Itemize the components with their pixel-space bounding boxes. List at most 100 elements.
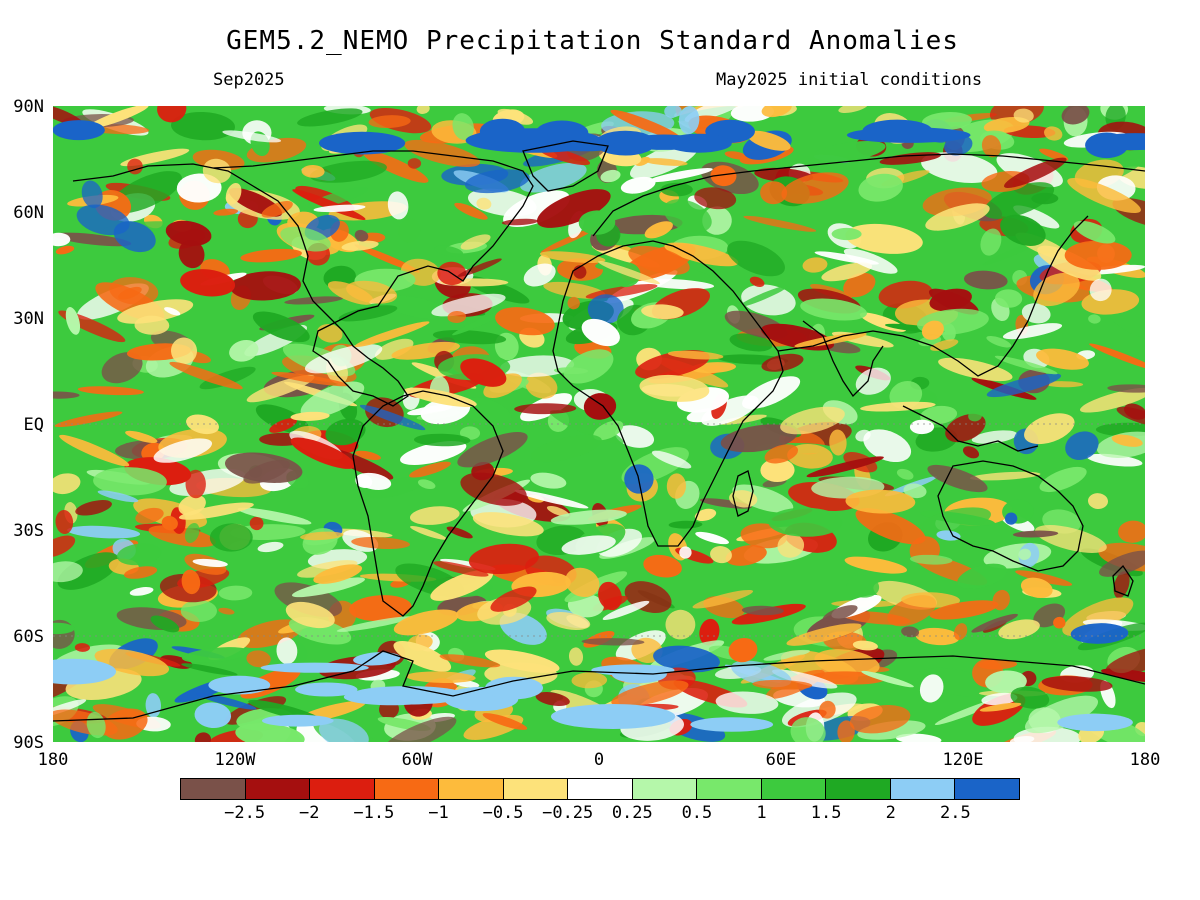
colorbar-tick-label: 1.5 [810, 803, 842, 823]
anomaly-patch [710, 546, 732, 564]
anomaly-patch [1057, 713, 1133, 732]
coast-madagascar [732, 470, 754, 517]
anomaly-patch [483, 373, 522, 399]
coast-africa-eurasia [552, 240, 784, 547]
anomaly-patch [76, 204, 130, 236]
lat-label-30s: 30S [13, 521, 44, 541]
anomaly-patch [77, 386, 144, 396]
lon-label-180e: 180 [1129, 750, 1161, 770]
anomaly-patch [901, 592, 960, 608]
anomaly-patch [628, 245, 690, 275]
colorbar-swatch [632, 779, 698, 799]
anomaly-patch [460, 234, 491, 250]
colorbar-tick-label: 0.5 [681, 803, 713, 823]
anomaly-patch [194, 732, 211, 742]
anomaly-patch [525, 372, 558, 399]
anomaly-patch [846, 127, 971, 143]
anomaly-patch [695, 531, 729, 545]
anomaly-patch [679, 546, 692, 559]
anomaly-patch [161, 515, 178, 531]
anomaly-patch [829, 429, 847, 456]
anomaly-patch [555, 139, 617, 152]
colorbar-tick-label: −0.5 [482, 803, 524, 823]
anomaly-patch [1053, 616, 1066, 629]
anomaly-patch [57, 552, 120, 590]
anomaly-patch [530, 472, 567, 489]
anomaly-patch [593, 420, 624, 441]
anomaly-patch [643, 554, 682, 578]
anomaly-patch [971, 613, 1018, 633]
colorbar-swatch [955, 779, 1019, 799]
anomaly-patch [968, 410, 983, 422]
anomaly-patch [994, 355, 1058, 375]
anomaly-patch [284, 296, 344, 305]
anomaly-patch [255, 404, 309, 434]
anomaly-patch [118, 286, 142, 300]
anomaly-patch [642, 158, 688, 166]
anomaly-patch [749, 276, 765, 287]
anomaly-patch [929, 288, 972, 312]
anomaly-patch [409, 461, 451, 478]
anomaly-patch [485, 676, 543, 700]
anomaly-patch [861, 670, 914, 688]
anomaly-patch [148, 525, 216, 548]
anomaly-patch [953, 623, 968, 641]
anomaly-patch [644, 221, 673, 239]
anomaly-patch [903, 483, 927, 499]
anomaly-patch [1002, 323, 1063, 340]
anomaly-patch [116, 543, 162, 566]
anomaly-patch [199, 366, 256, 390]
anomaly-patch [678, 106, 700, 135]
anomaly-patch [180, 599, 217, 623]
anomaly-patch [648, 168, 713, 183]
anomaly-patch [666, 473, 687, 499]
anomaly-patch [1073, 220, 1116, 244]
anomaly-patch [276, 637, 298, 665]
anomaly-patch [845, 489, 916, 514]
anomaly-patch [417, 479, 436, 490]
anomaly-patch [781, 172, 849, 204]
anomaly-patch [1070, 623, 1129, 644]
anomaly-patch [252, 311, 310, 343]
anomaly-patch [768, 507, 843, 537]
anomaly-patch [790, 717, 826, 742]
anomaly-patch [55, 245, 75, 255]
anomaly-patch [761, 106, 792, 118]
anomaly-patch [404, 387, 477, 408]
anomaly-patch [1024, 413, 1075, 445]
anomaly-patch [563, 349, 614, 384]
anomaly-patch [1012, 530, 1059, 538]
colorbar-swatch [181, 779, 246, 799]
anomaly-patch [1123, 403, 1145, 420]
anomaly-patch [87, 106, 149, 129]
anomaly-patch [209, 523, 253, 552]
anomaly-patch [1041, 675, 1113, 692]
lon-label-0: 0 [593, 750, 605, 770]
anomaly-patch [291, 577, 366, 598]
anomaly-patch [895, 733, 942, 742]
anomaly-patch [838, 106, 869, 113]
anomaly-patch [290, 411, 330, 421]
anomaly-patch [760, 458, 795, 483]
anomaly-patch [1064, 240, 1132, 270]
anomaly-patch [404, 139, 481, 167]
anomaly-patch [280, 226, 331, 252]
colorbar-swatch [697, 779, 762, 799]
colorbar-tick-label: 2 [885, 803, 896, 823]
anomaly-patch [1013, 108, 1034, 123]
anomaly-patch [969, 471, 1041, 481]
lat-label-60s: 60S [13, 627, 44, 647]
anomaly-patch [727, 240, 785, 277]
anomaly-patch [980, 228, 1002, 256]
anomaly-patch [269, 418, 298, 433]
anomaly-patch [285, 601, 335, 629]
lat-label-eq: EQ [23, 415, 44, 435]
anomaly-patch [639, 374, 710, 402]
anomaly-patch [690, 717, 774, 732]
colorbar-tick-label: 1 [756, 803, 767, 823]
anomaly-field [53, 106, 1145, 742]
anomaly-patch [831, 227, 862, 241]
anomaly-patch [660, 182, 693, 197]
anomaly-patch [725, 544, 767, 566]
anomaly-patch [362, 150, 429, 183]
